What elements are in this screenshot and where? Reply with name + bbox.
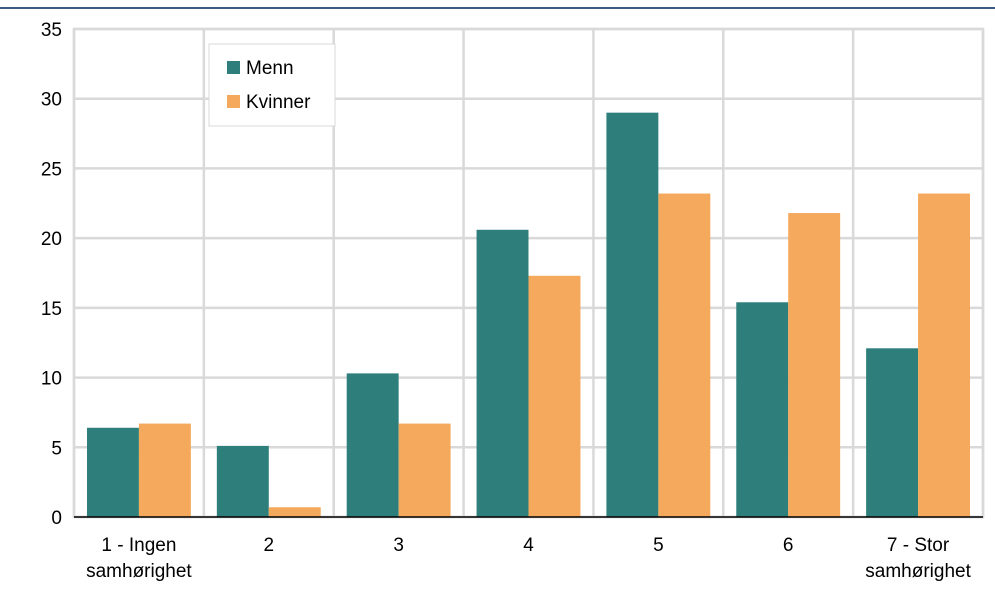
bar-kvinner-1 — [138, 423, 191, 517]
y-tick-label: 15 — [41, 299, 62, 320]
axes: 0 5 10 15 20 25 30 35 1 - Ingen samhørighet 2 3 4 5 6 7… — [41, 20, 983, 582]
bar-kvinner-6 — [788, 213, 841, 517]
bar-menn-5 — [606, 112, 659, 518]
legend-swatch-menn — [227, 61, 240, 74]
bar-kvinner-2 — [268, 507, 321, 517]
bar-kvinner-4 — [528, 275, 581, 517]
x-tick-label: 6 — [783, 535, 794, 556]
y-tick-label: 0 — [51, 508, 62, 529]
legend-box — [208, 43, 336, 127]
legend: Menn Kvinner — [208, 43, 336, 127]
bar-menn-7 — [866, 348, 919, 517]
bar-kvinner-3 — [398, 423, 451, 517]
x-tick-label: 3 — [393, 535, 404, 556]
y-tick-label: 25 — [41, 159, 62, 180]
bar-menn-1 — [86, 427, 139, 517]
x-tick-label: samhørighet — [86, 561, 192, 582]
y-tick-label: 35 — [41, 20, 62, 41]
x-tick-label: 7 - Stor — [887, 535, 950, 556]
x-tick-label: 2 — [263, 535, 274, 556]
bar-menn-3 — [346, 373, 399, 517]
y-tick-label: 5 — [51, 438, 62, 459]
y-tick-label: 30 — [41, 90, 62, 111]
x-tick-label: 1 - Ingen — [101, 535, 176, 556]
legend-label-menn: Menn — [246, 58, 294, 79]
legend-swatch-kvinner — [227, 95, 240, 108]
legend-label-kvinner: Kvinner — [246, 92, 311, 113]
bars — [86, 112, 971, 518]
bar-menn-4 — [476, 229, 529, 517]
bar-menn-2 — [216, 445, 269, 517]
y-tick-label: 10 — [41, 369, 62, 390]
x-tick-label: samhørighet — [865, 561, 971, 582]
y-tick-label: 20 — [41, 229, 62, 250]
bar-menn-6 — [736, 302, 789, 517]
x-tick-label: 4 — [523, 535, 534, 556]
bar-kvinner-7 — [918, 193, 971, 518]
x-tick-label: 5 — [653, 535, 664, 556]
bar-kvinner-5 — [658, 193, 711, 518]
